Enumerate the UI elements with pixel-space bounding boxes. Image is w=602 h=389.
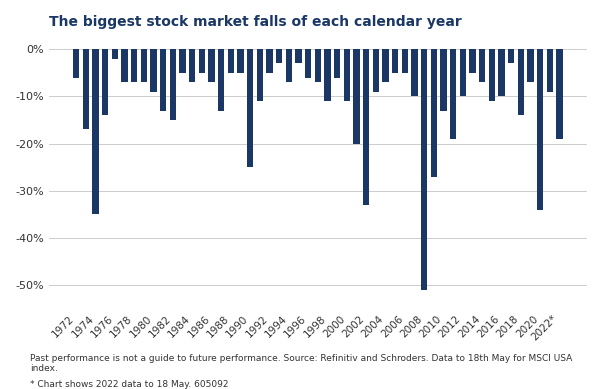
Bar xyxy=(266,49,273,73)
Bar xyxy=(353,49,359,144)
Bar xyxy=(440,49,447,110)
Bar xyxy=(315,49,321,82)
Bar xyxy=(479,49,485,82)
Bar xyxy=(199,49,205,73)
Bar xyxy=(527,49,533,82)
Bar xyxy=(218,49,225,110)
Bar xyxy=(411,49,418,96)
Text: Past performance is not a guide to future performance. Source: Refinitiv and Sch: Past performance is not a guide to futur… xyxy=(30,354,573,373)
Bar xyxy=(296,49,302,63)
Bar xyxy=(93,49,99,214)
Bar xyxy=(189,49,195,82)
Bar xyxy=(498,49,504,96)
Bar xyxy=(334,49,340,78)
Bar xyxy=(286,49,292,82)
Bar xyxy=(547,49,553,92)
Bar xyxy=(179,49,185,73)
Bar xyxy=(392,49,399,73)
Bar xyxy=(470,49,476,73)
Text: The biggest stock market falls of each calendar year: The biggest stock market falls of each c… xyxy=(49,15,461,29)
Bar xyxy=(373,49,379,92)
Bar xyxy=(247,49,253,167)
Bar xyxy=(305,49,311,78)
Bar xyxy=(556,49,562,139)
Text: * Chart shows 2022 data to 18 May. 605092: * Chart shows 2022 data to 18 May. 60509… xyxy=(30,380,229,389)
Bar xyxy=(170,49,176,120)
Bar xyxy=(537,49,543,210)
Bar xyxy=(237,49,244,73)
Bar xyxy=(256,49,263,101)
Bar xyxy=(459,49,466,96)
Bar xyxy=(430,49,437,177)
Bar xyxy=(141,49,147,82)
Bar xyxy=(208,49,215,82)
Bar xyxy=(363,49,369,205)
Bar xyxy=(508,49,514,63)
Bar xyxy=(122,49,128,82)
Bar xyxy=(450,49,456,139)
Bar xyxy=(382,49,388,82)
Bar xyxy=(150,49,157,92)
Bar xyxy=(112,49,118,59)
Bar xyxy=(228,49,234,73)
Bar xyxy=(102,49,108,115)
Bar xyxy=(402,49,408,73)
Bar xyxy=(344,49,350,101)
Bar xyxy=(131,49,137,82)
Bar xyxy=(160,49,166,110)
Bar xyxy=(73,49,79,78)
Bar xyxy=(324,49,330,101)
Bar xyxy=(82,49,89,130)
Bar xyxy=(518,49,524,115)
Bar xyxy=(421,49,427,290)
Bar xyxy=(276,49,282,63)
Bar xyxy=(489,49,495,101)
